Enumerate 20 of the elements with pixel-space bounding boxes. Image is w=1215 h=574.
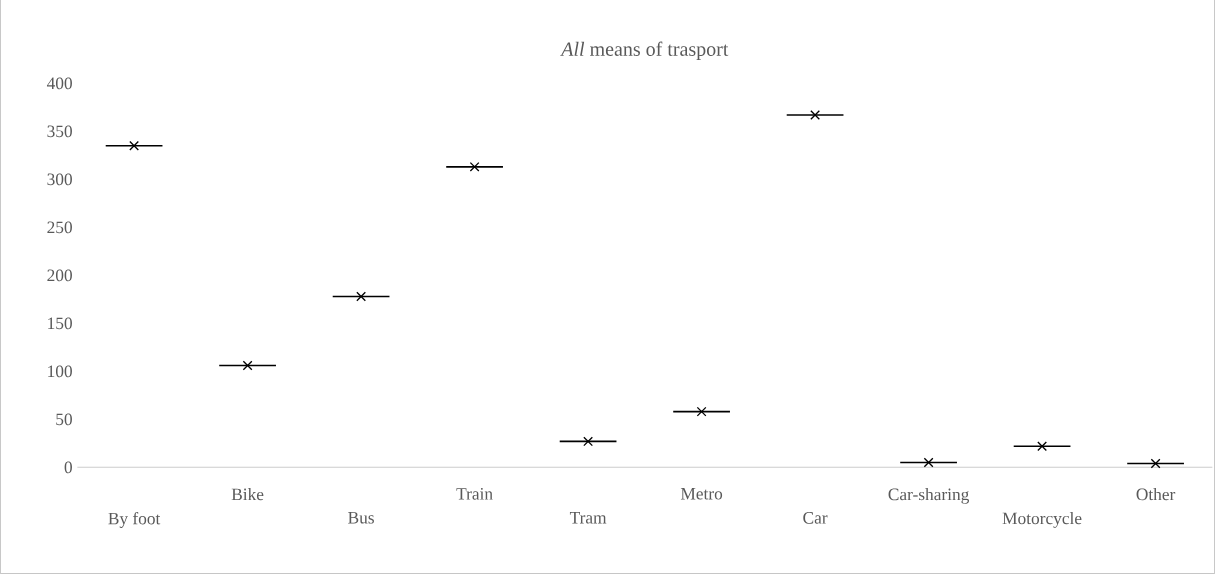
y-tick-label: 150	[48, 317, 72, 330]
x-tick-label: Motorcycle	[1002, 512, 1082, 528]
chart-title: All means of trasport	[560, 41, 729, 60]
x-tick-label: Tram	[569, 512, 607, 524]
y-tick-label: 400	[46, 77, 72, 90]
y-tick-label: 100	[48, 365, 72, 378]
x-tick-label: Other	[1136, 488, 1176, 501]
y-tick-label: 200	[47, 269, 72, 282]
x-tick-label: Car-sharing	[888, 488, 970, 504]
x-tick-label: By foot	[108, 512, 161, 528]
y-tick-label: 300	[47, 173, 72, 186]
x-tick-label: Metro	[680, 488, 723, 500]
x-tick-label: Bus	[348, 512, 374, 524]
x-tick-label: Bike	[231, 488, 264, 501]
y-tick-label: 350	[47, 125, 72, 138]
x-tick-label: Car	[803, 512, 828, 524]
x-tick-label: Train	[456, 488, 493, 500]
y-tick-label: 250	[47, 221, 72, 234]
y-tick-label: 0	[64, 461, 72, 474]
y-tick-label: 50	[56, 413, 72, 426]
